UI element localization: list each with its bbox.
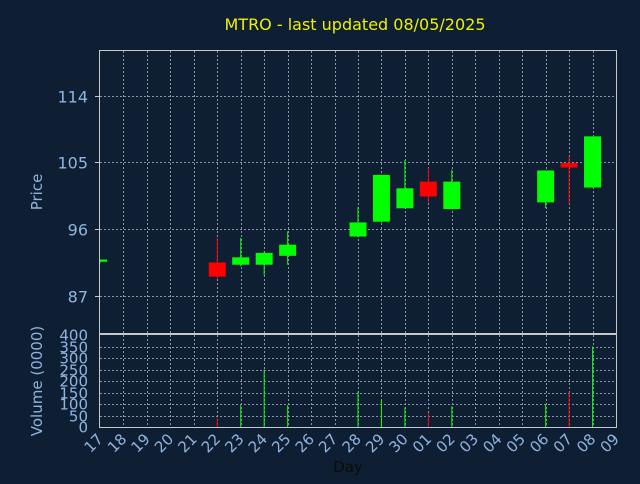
candle-body [396, 188, 414, 209]
candle-body [279, 244, 297, 256]
volume-panel-frame [99, 334, 617, 428]
candle [232, 238, 250, 267]
candle-body [537, 170, 555, 203]
price-tick-label: 87 [68, 288, 88, 307]
candle [584, 136, 602, 188]
candle-body [419, 181, 437, 197]
candle [537, 170, 555, 209]
candle-body [584, 136, 602, 188]
volume-tick-label: 200 [59, 373, 88, 391]
candle-body [100, 259, 107, 262]
candle-body [560, 163, 578, 168]
price-tick-label: 114 [57, 88, 88, 107]
price-tick-label: 105 [57, 154, 88, 173]
candle-body [372, 174, 390, 222]
price-tick-label: 96 [68, 221, 88, 240]
candle [396, 160, 414, 209]
price-axis-tick-labels: 87 96 105 114 [57, 88, 88, 307]
volume-axis-label: Volume (0000) [28, 326, 46, 436]
volume-tick-label: 150 [59, 385, 88, 403]
candle [560, 156, 578, 204]
candle [419, 167, 437, 203]
candle-body [349, 222, 367, 237]
candle [255, 251, 273, 276]
candle [349, 206, 367, 238]
volume-tick-label: 400 [59, 327, 88, 345]
candle-body [232, 257, 250, 265]
price-axis-label: Price [28, 174, 46, 211]
volume-tick-label: 250 [59, 362, 88, 380]
day-axis-tick-labels: 1718192021222324252627282930010203040506… [81, 430, 623, 456]
price-panel-frame [99, 50, 617, 334]
candlestick-series [99, 136, 602, 279]
candle [279, 231, 297, 265]
volume-tick-label: 0 [78, 419, 88, 437]
chart-title: MTRO - last updated 08/05/2025 [224, 15, 485, 34]
candle-body [443, 181, 461, 210]
volume-series [216, 346, 594, 427]
volume-tick-label: 100 [59, 396, 88, 414]
candle-body [255, 252, 273, 265]
candle [443, 169, 461, 210]
candle-body [208, 262, 226, 277]
candle [208, 238, 226, 279]
candle [372, 174, 390, 223]
volume-tick-label: 350 [59, 339, 88, 357]
day-axis-label: Day [333, 458, 363, 476]
volume-tick-label: 50 [69, 408, 88, 426]
volume-tick-label: 300 [59, 350, 88, 368]
